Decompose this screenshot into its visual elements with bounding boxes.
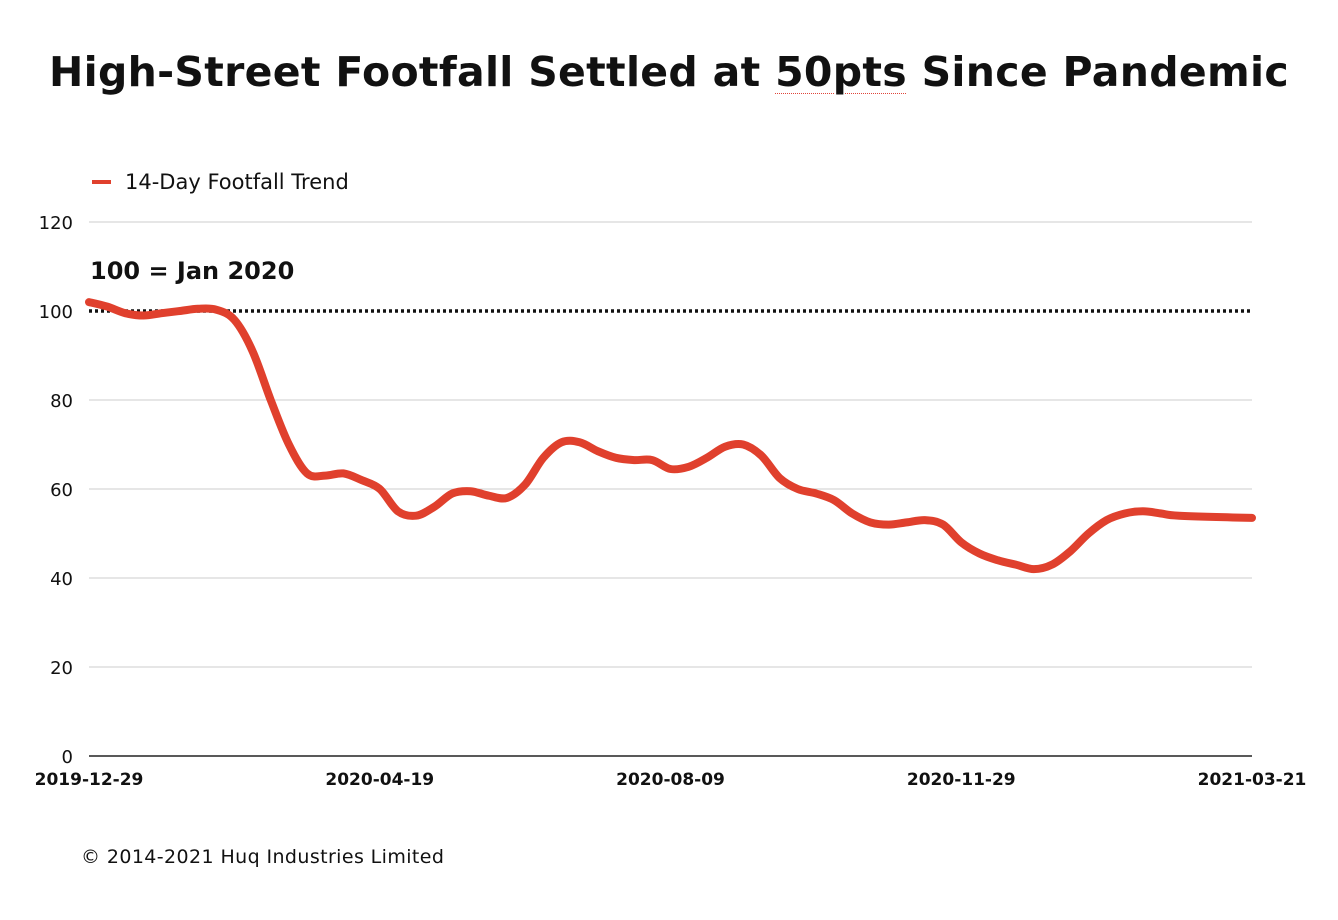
chart-title: High-Street Footfall Settled at 50pts Si…: [49, 48, 1289, 96]
title-underlined-text: 50pts: [775, 48, 908, 96]
y-tick-label-0: 0: [62, 747, 73, 768]
x-tick-label-2020-04-19: 2020-04-19: [325, 770, 434, 790]
reference-line-label: 100 = Jan 2020: [90, 257, 294, 285]
y-tick-label-120: 120: [39, 213, 73, 234]
x-tick-label-2020-08-09: 2020-08-09: [616, 770, 725, 790]
y-tick-label-40: 40: [50, 569, 73, 590]
x-tick-label-2021-03-21: 2021-03-21: [1198, 770, 1307, 790]
x-tick-label-2019-12-29: 2019-12-29: [35, 770, 144, 790]
y-tick-label-20: 20: [50, 658, 73, 679]
series-line-0: [85, 298, 1256, 574]
copyright-notice: © 2014-2021 Huq Industries Limited: [81, 846, 445, 868]
y-tick-label-100: 100: [39, 302, 73, 323]
y-tick-label-60: 60: [50, 480, 73, 501]
y-tick-label-80: 80: [50, 391, 73, 412]
legend-label-0: 14-Day Footfall Trend: [125, 170, 349, 194]
x-tick-label-2020-11-29: 2020-11-29: [907, 770, 1016, 790]
